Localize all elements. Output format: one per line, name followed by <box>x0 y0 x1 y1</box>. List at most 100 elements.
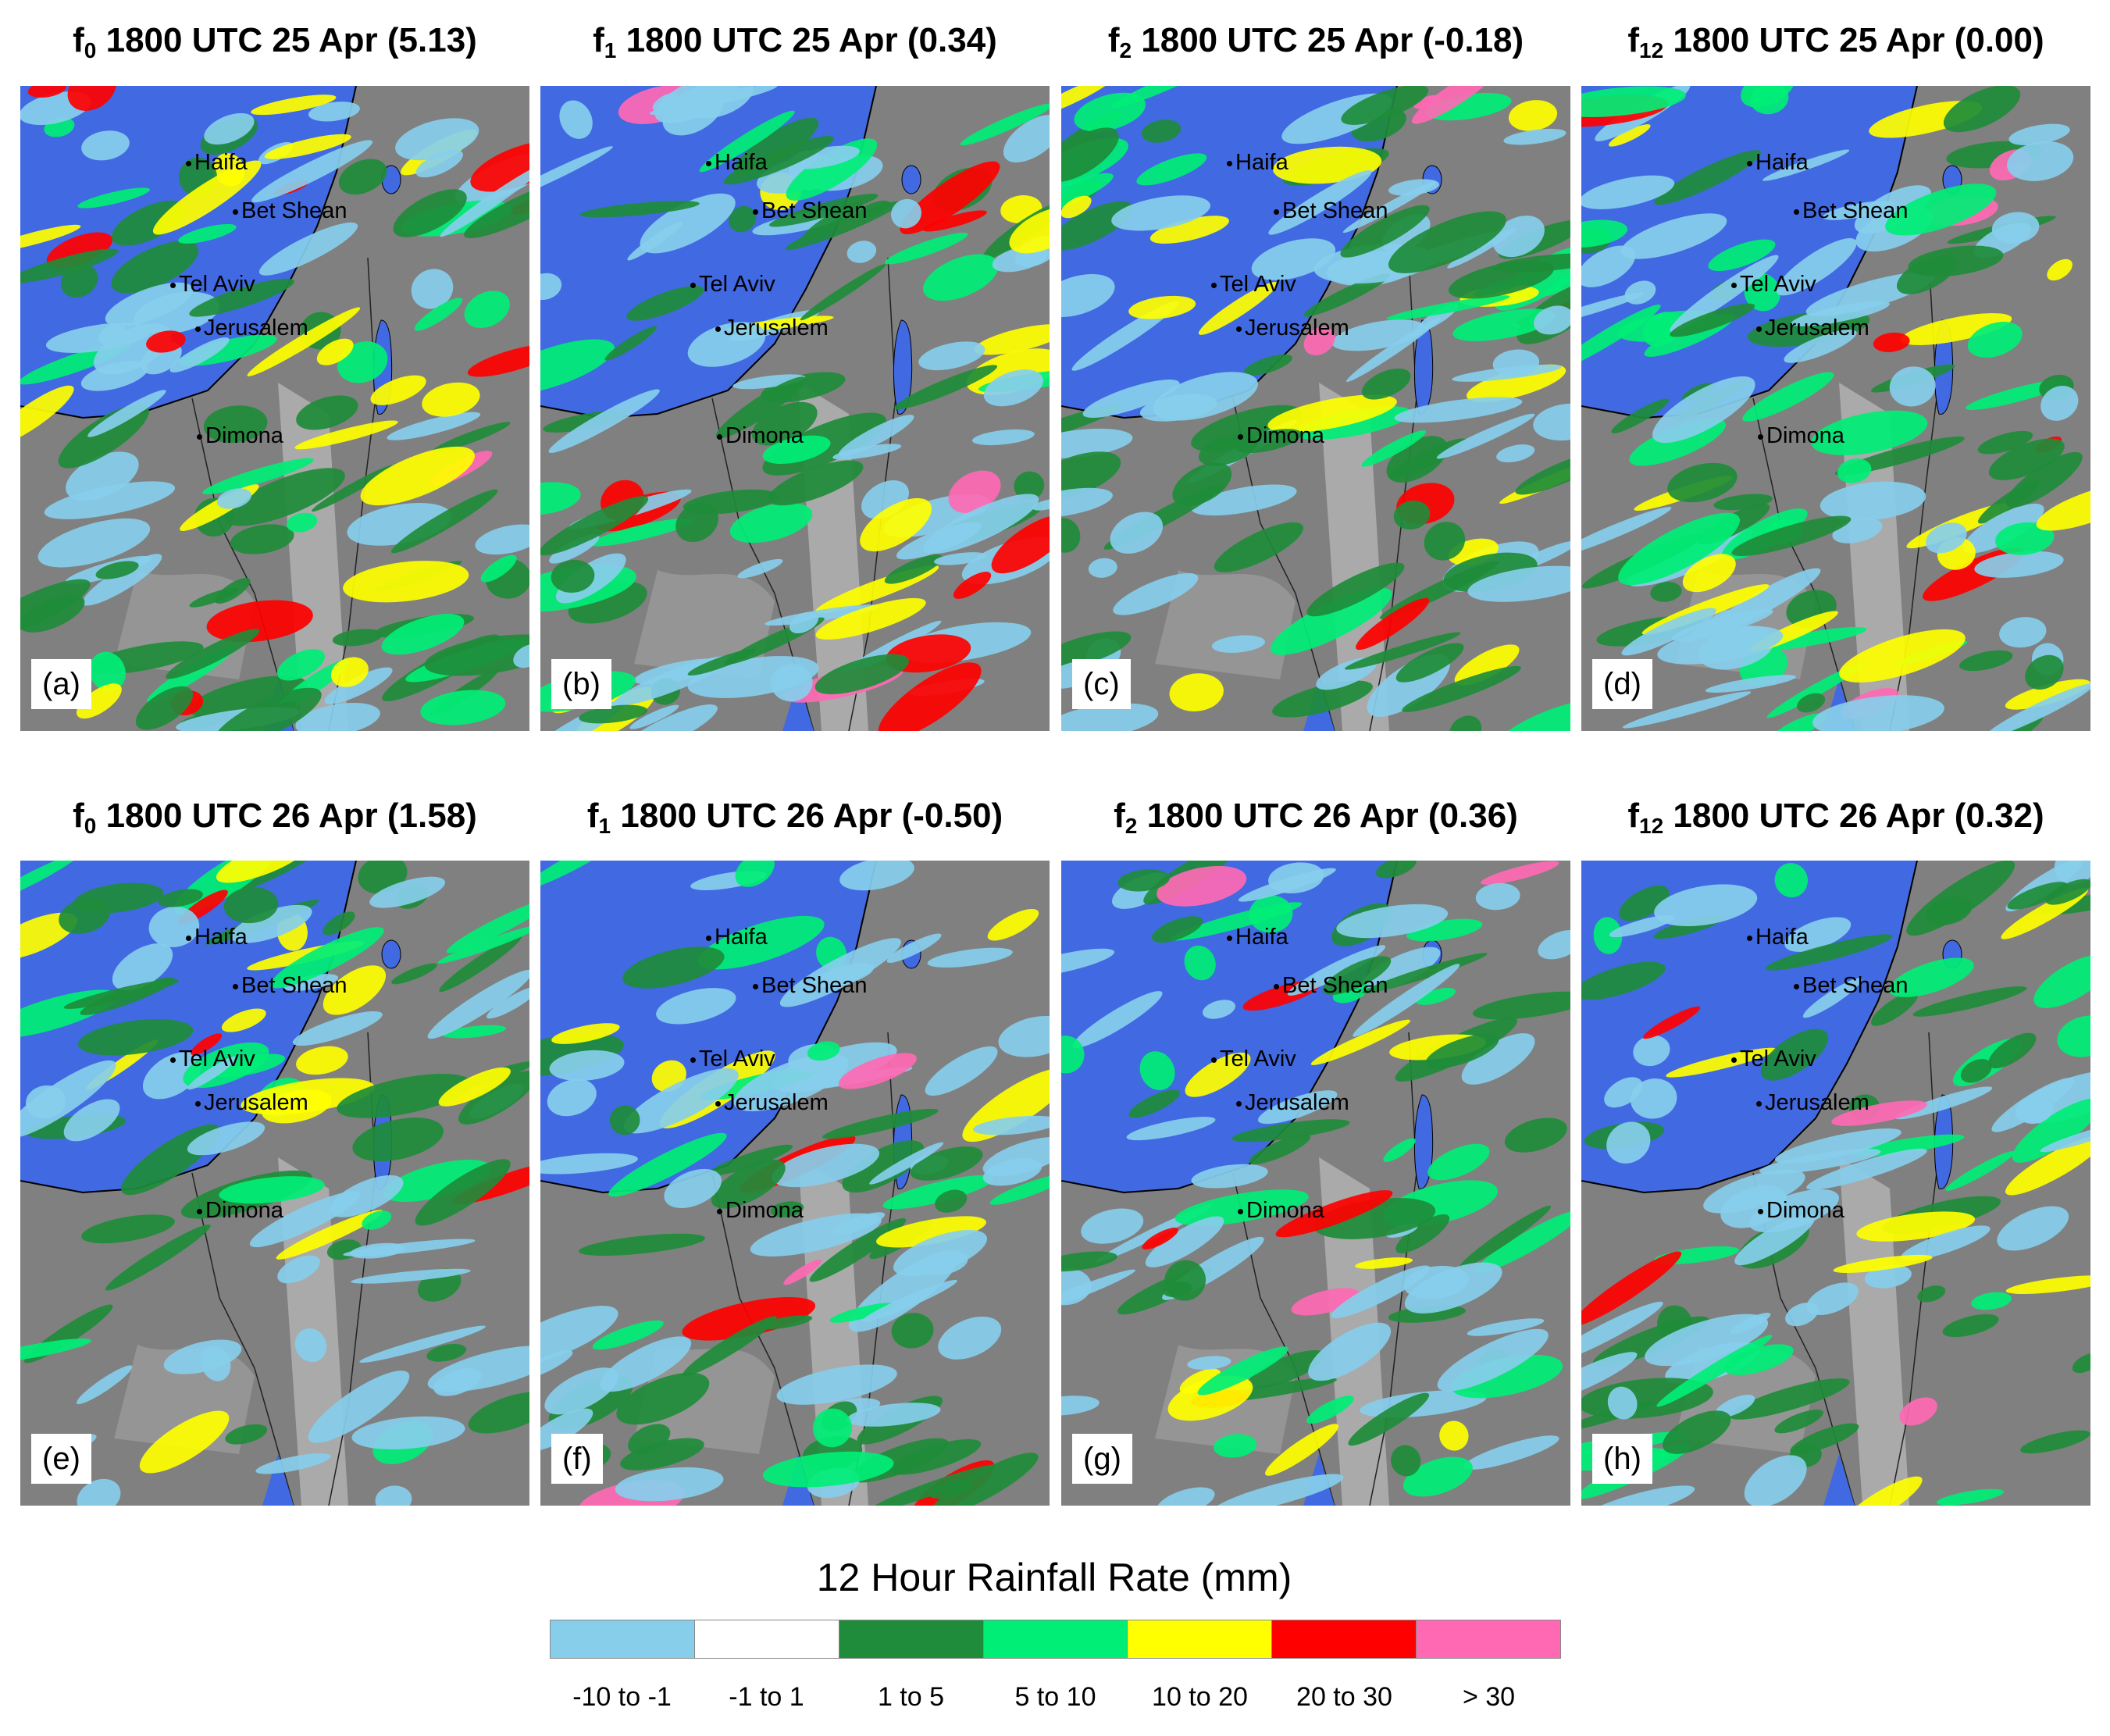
city-name: Dimona <box>1766 1198 1844 1223</box>
city-name: Dimona <box>205 423 283 448</box>
legend-swatch <box>1272 1620 1417 1658</box>
city-marker-icon <box>717 433 722 440</box>
panel-title-subscript: 0 <box>84 814 97 838</box>
panel-title-d: f12 1800 UTC 25 Apr (0.00) <box>1581 17 2090 74</box>
panel-title-field: f <box>1114 797 1125 835</box>
city-marker-icon <box>715 1100 721 1107</box>
panel-title-rest: 1800 UTC 25 Apr (0.34) <box>616 21 997 59</box>
city-marker-icon <box>1747 160 1752 166</box>
city-marker-icon <box>1756 326 1762 332</box>
city-label: Haifa <box>706 151 768 174</box>
city-marker-icon <box>717 1208 722 1214</box>
panel-title-rest: 1800 UTC 26 Apr (-0.50) <box>611 797 1003 835</box>
city-name: Haifa <box>1755 925 1809 950</box>
panel-title-rest: 1800 UTC 25 Apr (-0.18) <box>1132 21 1524 59</box>
city-marker-icon <box>1211 282 1217 288</box>
panel-letter: (d) <box>1592 659 1652 709</box>
city-name: Bet Shean <box>761 198 868 223</box>
city-marker-icon <box>706 160 711 166</box>
city-marker-icon <box>1794 983 1799 989</box>
city-label: Jerusalem <box>715 316 829 340</box>
city-label: Jerusalem <box>715 1091 829 1114</box>
city-marker-icon <box>1227 160 1232 166</box>
city-label: Dimona <box>197 1199 283 1222</box>
city-marker-icon <box>197 1208 202 1214</box>
city-name: Haifa <box>194 925 248 950</box>
city-label: Jerusalem <box>1236 316 1349 340</box>
city-label: Bet Shean <box>1274 974 1388 997</box>
panel-title-b: f1 1800 UTC 25 Apr (0.34) <box>540 17 1050 74</box>
legend-title: 12 Hour Rainfall Rate (mm) <box>816 1556 1292 1599</box>
legend-swatch <box>839 1620 984 1658</box>
city-name: Bet Shean <box>241 198 348 223</box>
rainfall-map <box>20 86 529 731</box>
city-name: Jerusalem <box>1245 315 1349 340</box>
panel-letter: (e) <box>31 1434 91 1484</box>
city-label: Dimona <box>1238 424 1324 447</box>
city-name: Jerusalem <box>204 1090 308 1115</box>
panel-title-subscript: 12 <box>1639 814 1664 838</box>
city-marker-icon <box>1211 1057 1217 1063</box>
panel-title-subscript: 2 <box>1125 814 1138 838</box>
rainfall-map <box>540 86 1050 731</box>
panel-title-f: f1 1800 UTC 26 Apr (-0.50) <box>540 793 1050 850</box>
city-name: Tel Aviv <box>699 1046 775 1071</box>
legend-swatch <box>694 1620 839 1658</box>
city-label: Bet Shean <box>1794 199 1908 223</box>
city-marker-icon <box>690 1057 696 1063</box>
city-name: Jerusalem <box>724 315 829 340</box>
city-name: Bet Shean <box>1802 198 1909 223</box>
legend-label: 1 to 5 <box>877 1682 945 1712</box>
legend-colorbar <box>550 1620 1561 1659</box>
panel-title-rest: 1800 UTC 25 Apr (0.00) <box>1663 21 2044 59</box>
city-label: Bet Shean <box>1794 974 1908 997</box>
city-label: Haifa <box>1747 151 1809 174</box>
legend-label: > 30 <box>1462 1682 1516 1712</box>
panel-letter: (c) <box>1072 659 1131 709</box>
city-label: Haifa <box>1747 925 1809 949</box>
city-label: Dimona <box>1758 1199 1844 1222</box>
city-name: Haifa <box>1235 925 1288 950</box>
city-name: Haifa <box>194 150 248 175</box>
panel-title-subscript: 1 <box>598 814 611 838</box>
city-marker-icon <box>1756 1100 1762 1107</box>
city-name: Dimona <box>1246 423 1324 448</box>
map-panel-f: Haifa Bet Shean Tel Aviv Jerusalem Dimona (f) <box>540 861 1050 1506</box>
panel-title-g: f2 1800 UTC 26 Apr (0.36) <box>1061 793 1570 850</box>
city-name: Tel Aviv <box>1740 272 1816 297</box>
legend-label: 5 to 10 <box>1014 1682 1096 1712</box>
city-marker-icon <box>1731 1057 1737 1063</box>
city-marker-icon <box>1274 209 1279 215</box>
city-name: Haifa <box>1755 150 1809 175</box>
city-label: Haifa <box>186 925 248 949</box>
legend-swatch <box>983 1620 1128 1658</box>
panel-title-subscript: 12 <box>1639 38 1664 62</box>
city-marker-icon <box>1794 209 1799 215</box>
city-name: Bet Shean <box>1282 973 1388 998</box>
city-marker-icon <box>706 935 711 941</box>
panel-title-rest: 1800 UTC 26 Apr (0.36) <box>1137 797 1518 835</box>
panel-title-subscript: 0 <box>84 38 97 62</box>
city-label: Dimona <box>717 424 804 447</box>
legend-label: -1 to 1 <box>729 1682 804 1712</box>
panel-title-rest: 1800 UTC 25 Apr (5.13) <box>96 21 477 59</box>
city-label: Bet Shean <box>753 974 867 997</box>
city-label: Haifa <box>1227 151 1288 174</box>
city-name: Jerusalem <box>1245 1090 1349 1115</box>
city-name: Dimona <box>205 1198 283 1223</box>
map-panel-d: Haifa Bet Shean Tel Aviv Jerusalem Dimona (d) <box>1581 86 2090 731</box>
city-marker-icon <box>753 983 758 989</box>
city-label: Tel Aviv <box>1731 273 1816 296</box>
city-name: Jerusalem <box>724 1090 829 1115</box>
city-marker-icon <box>1274 983 1279 989</box>
city-marker-icon <box>690 282 696 288</box>
city-name: Tel Aviv <box>1740 1046 1816 1071</box>
panel-letter: (a) <box>31 659 91 709</box>
city-name: Jerusalem <box>1765 1090 1869 1115</box>
panel-title-field: f <box>586 797 599 835</box>
city-label: Tel Aviv <box>690 1047 775 1071</box>
city-name: Bet Shean <box>241 973 348 998</box>
city-label: Dimona <box>1758 424 1844 447</box>
panel-title-field: f <box>1627 21 1640 59</box>
city-name: Haifa <box>715 925 768 950</box>
